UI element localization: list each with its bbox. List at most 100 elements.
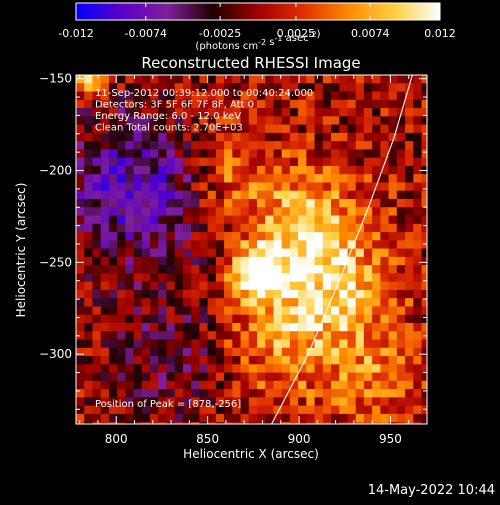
heatmap-cell xyxy=(405,397,414,407)
heatmap-cell xyxy=(347,347,357,357)
heatmap-cell xyxy=(215,157,225,167)
heatmap-cell xyxy=(215,256,225,266)
heatmap-cell xyxy=(215,165,225,175)
heatmap-cell xyxy=(256,124,266,134)
heatmap-cell xyxy=(100,413,110,423)
heatmap-cell xyxy=(191,198,200,208)
heatmap-cell xyxy=(100,298,110,307)
heatmap-cell xyxy=(421,75,427,84)
heatmap-cell xyxy=(363,405,373,415)
heatmap-cell xyxy=(141,389,151,398)
heatmap-cell xyxy=(199,248,209,258)
heatmap-cell xyxy=(117,141,126,150)
heatmap-cell xyxy=(322,141,332,150)
heatmap-cell xyxy=(273,413,283,423)
heatmap-cell xyxy=(100,124,110,134)
heatmap-cell xyxy=(314,132,324,142)
heatmap-cell xyxy=(339,364,349,374)
heatmap-cell xyxy=(322,314,332,324)
heatmap-cell xyxy=(396,405,406,415)
heatmap-cell xyxy=(166,405,176,415)
heatmap-cell xyxy=(240,306,250,316)
heatmap-cell xyxy=(215,298,225,307)
heatmap-cell xyxy=(92,339,102,349)
heatmap-cell xyxy=(273,132,283,142)
heatmap-cell xyxy=(182,322,192,332)
heatmap-cell xyxy=(298,306,307,316)
heatmap-cell xyxy=(166,190,176,200)
heatmap-cell xyxy=(281,223,291,233)
heatmap-cell xyxy=(396,124,406,134)
heatmap-cell xyxy=(215,198,225,208)
heatmap-cell xyxy=(100,182,110,192)
heatmap-cell xyxy=(133,174,143,183)
heatmap-cell xyxy=(306,83,316,92)
heatmap-cell xyxy=(92,207,102,216)
heatmap-cell xyxy=(199,347,209,357)
heatmap-cell xyxy=(76,232,85,241)
heatmap-cell xyxy=(256,248,266,258)
heatmap-cell xyxy=(199,422,209,424)
heatmap-cell xyxy=(265,265,274,274)
heatmap-cell xyxy=(133,356,143,365)
heatmap-cell xyxy=(125,413,135,423)
heatmap-cell xyxy=(92,413,102,423)
heatmap-cell xyxy=(347,265,357,274)
heatmap-cell xyxy=(347,215,357,225)
heatmap-cell xyxy=(273,198,283,208)
heatmap-cell xyxy=(100,132,110,142)
heatmap-cell xyxy=(405,124,414,134)
heatmap-cell xyxy=(191,347,200,357)
heatmap-cell xyxy=(363,215,373,225)
heatmap-cell xyxy=(108,240,118,250)
heatmap-cell xyxy=(224,273,233,283)
heatmap-cell xyxy=(289,265,299,274)
heatmap-cell xyxy=(117,232,126,241)
heatmap-cell xyxy=(273,380,283,390)
heatmap-cell xyxy=(174,190,184,200)
heatmap-cell xyxy=(240,331,250,340)
heatmap-cell xyxy=(174,380,184,390)
heatmap-cell xyxy=(405,157,414,167)
heatmap-cell xyxy=(166,240,176,250)
heatmap-cell xyxy=(347,322,357,332)
heatmap-cell xyxy=(141,314,151,324)
heatmap-cell xyxy=(306,223,316,233)
heatmap-cell xyxy=(100,347,110,357)
heatmap-cell xyxy=(117,190,126,200)
plot-title: Reconstructed RHESSI Image xyxy=(141,54,360,72)
heatmap-cell xyxy=(199,182,209,192)
heatmap-cell xyxy=(166,83,176,92)
heatmap-cell xyxy=(380,397,390,407)
heatmap-cell xyxy=(166,207,176,216)
heatmap-cell xyxy=(421,273,427,283)
heatmap-cell xyxy=(331,289,340,299)
heatmap-cell xyxy=(347,364,357,374)
heatmap-cell xyxy=(339,207,349,216)
heatmap-cell xyxy=(174,389,184,398)
heatmap-cell xyxy=(380,132,390,142)
heatmap-cell xyxy=(224,165,233,175)
heatmap-cell xyxy=(182,298,192,307)
heatmap-cell xyxy=(314,240,324,250)
heatmap-cell xyxy=(117,256,126,266)
heatmap-cell xyxy=(372,99,381,109)
heatmap-cell xyxy=(256,132,266,142)
heatmap-cell xyxy=(92,83,102,92)
heatmap-cell xyxy=(256,281,266,291)
heatmap-cell xyxy=(84,108,93,117)
heatmap-cell xyxy=(240,389,250,398)
heatmap-cell xyxy=(421,190,427,200)
heatmap-cell xyxy=(141,207,151,216)
heatmap-cell xyxy=(199,314,209,324)
heatmap-cell xyxy=(92,232,102,241)
heatmap-cell xyxy=(248,372,258,382)
heatmap-cell xyxy=(207,281,217,291)
heatmap-cell xyxy=(150,347,159,357)
heatmap-cell xyxy=(150,380,159,390)
heatmap-cell xyxy=(372,405,381,415)
heatmap-cell xyxy=(298,339,307,349)
heatmap-cell xyxy=(232,149,242,159)
heatmap-cell xyxy=(100,422,110,424)
heatmap-cell xyxy=(108,298,118,307)
